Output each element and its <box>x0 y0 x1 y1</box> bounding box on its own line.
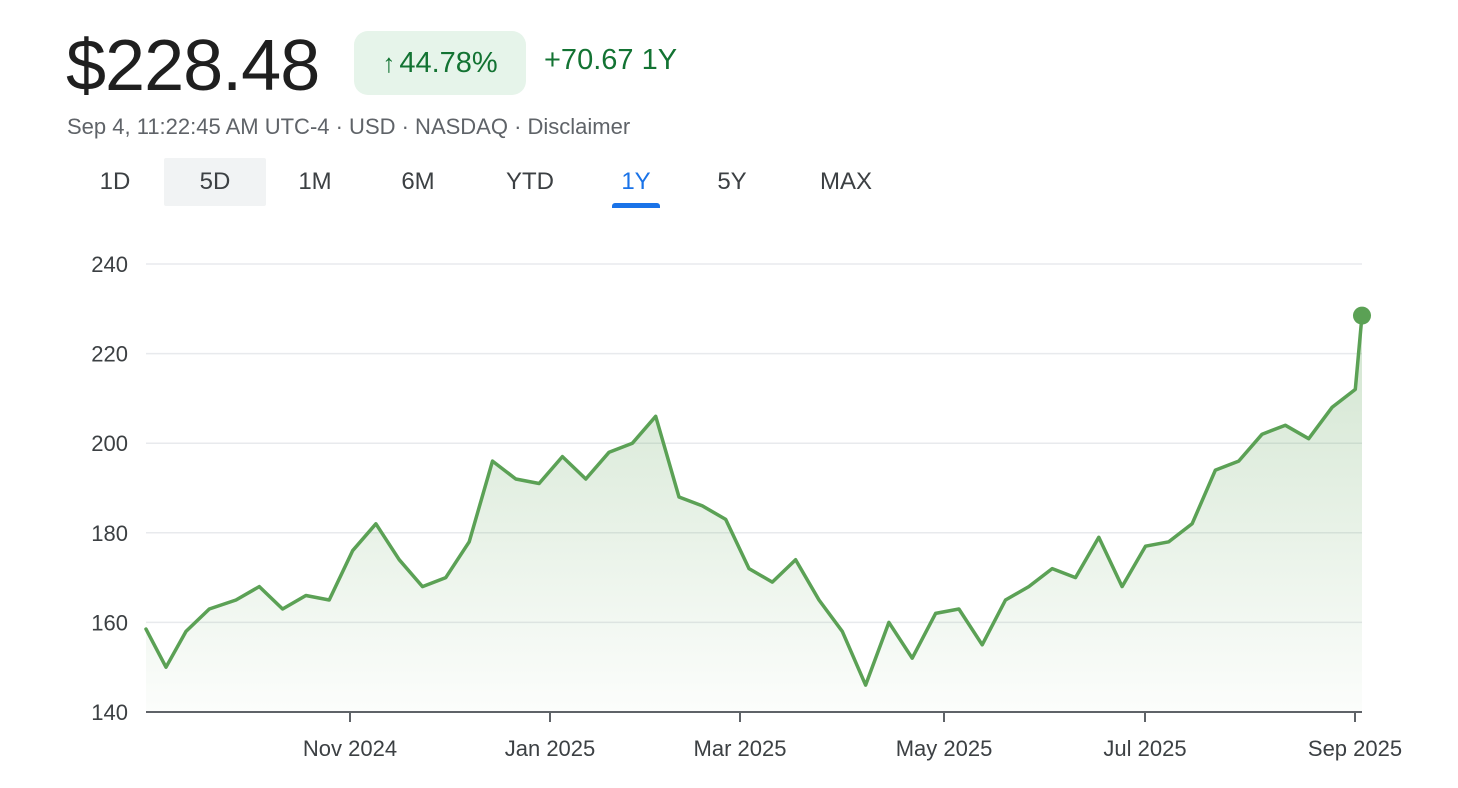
tab-6m[interactable]: 6M <box>401 168 435 195</box>
x-tick-label: Jan 2025 <box>505 736 596 761</box>
tab-5y[interactable]: 5Y <box>717 168 747 195</box>
tab-1y-label: 1Y <box>621 168 651 195</box>
x-tick-label: Nov 2024 <box>303 736 397 761</box>
current-price-marker[interactable] <box>1353 306 1371 325</box>
y-tick-label: 220 <box>91 342 128 367</box>
tab-selected-indicator <box>612 203 660 208</box>
percent-change-value: 44.78% <box>399 46 498 79</box>
tab-ytd[interactable]: YTD <box>506 168 554 195</box>
price-line <box>144 313 1364 687</box>
absolute-change: +70.67 1Y <box>544 44 678 76</box>
y-tick-label: 200 <box>91 431 128 456</box>
x-tick-label: May 2025 <box>896 736 993 761</box>
current-price: $228.48 <box>66 26 320 106</box>
price-area <box>146 315 1362 712</box>
y-tick-label: 140 <box>91 700 128 725</box>
tab-1m[interactable]: 1M <box>298 168 332 195</box>
tab-1d[interactable]: 1D <box>99 168 131 195</box>
y-tick-label: 180 <box>91 521 128 546</box>
tab-1y[interactable]: 1Y <box>612 158 660 208</box>
tab-5d[interactable]: 5D <box>164 158 266 206</box>
x-tick-label: Mar 2025 <box>694 736 787 761</box>
quote-meta: Sep 4, 11:22:45 AM UTC-4 · USD · NASDAQ … <box>67 114 631 139</box>
arrow-up-icon: ↑ <box>382 47 396 78</box>
y-tick-label: 240 <box>91 252 128 277</box>
y-tick-label: 160 <box>91 610 128 635</box>
x-tick-label: Sep 2025 <box>1308 736 1402 761</box>
percent-change-badge: ↑ 44.78% <box>354 31 526 95</box>
tab-max[interactable]: MAX <box>819 168 872 195</box>
x-tick-label: Jul 2025 <box>1103 736 1186 761</box>
